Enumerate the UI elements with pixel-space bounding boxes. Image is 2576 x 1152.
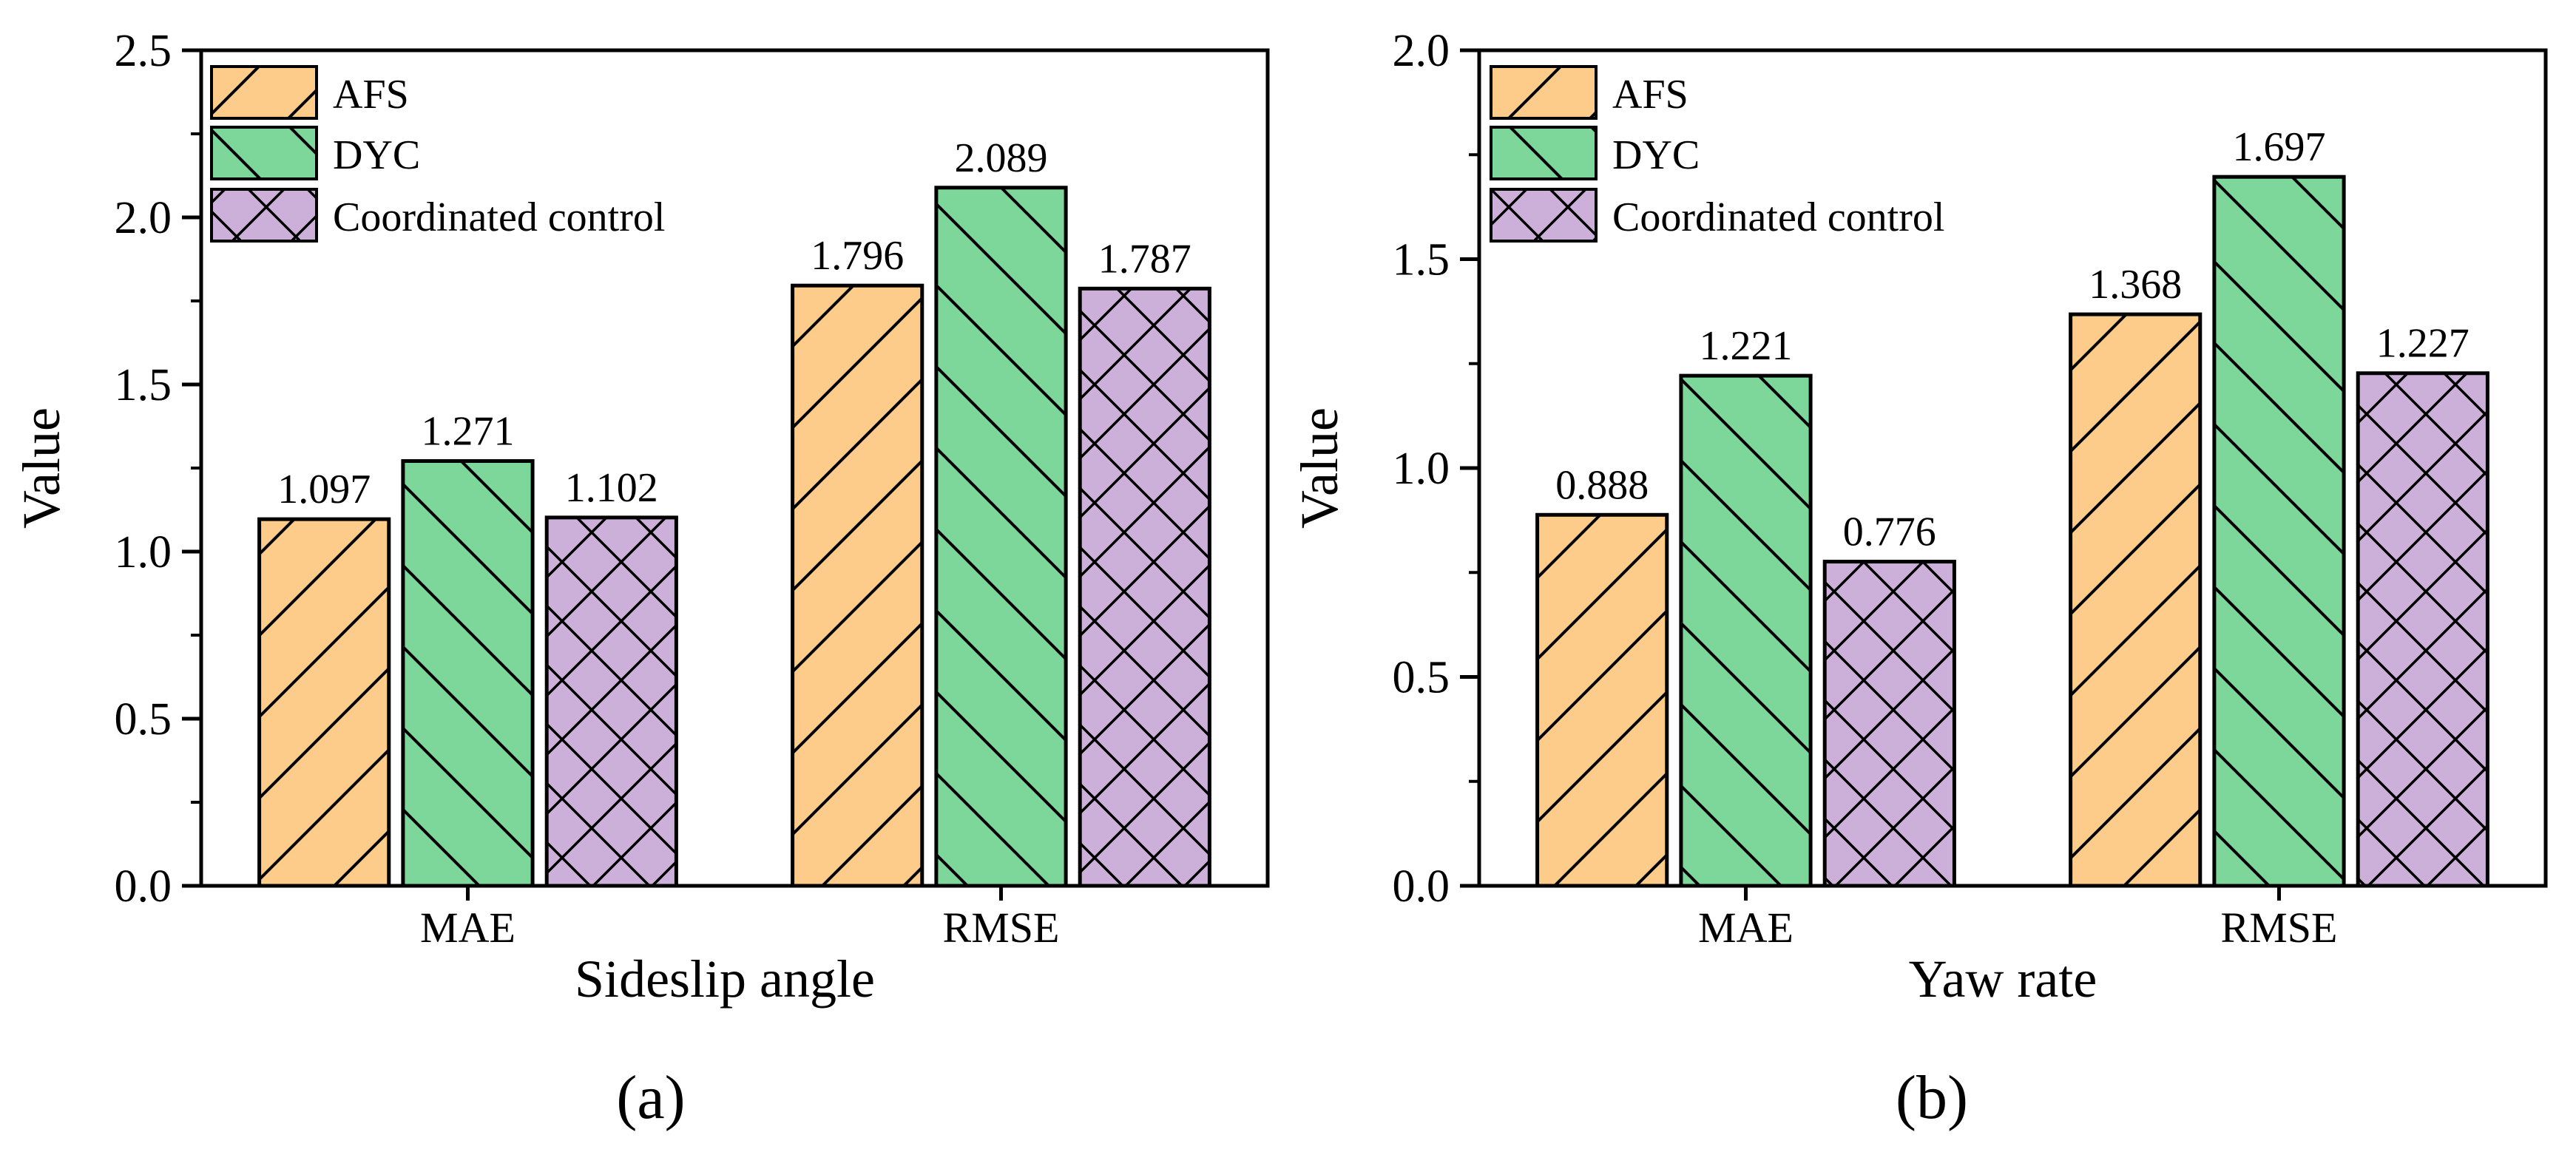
panel-a: 0.0 0.5 1.0 1.5 2.0 2.5 MAE 1.097 1.271 1.102 RMSE… xyxy=(12,26,1270,1132)
y-tick-label: 0.5 xyxy=(1393,653,1450,703)
plot-frame xyxy=(1477,48,2548,888)
data-label: 1.697 xyxy=(2233,124,2326,170)
legend-label-coordinated-control: Coordinated control xyxy=(333,194,665,240)
bar-dyc-rmse xyxy=(934,186,1068,888)
legend-swatch-coordinated-control xyxy=(1490,188,1598,243)
bar-dyc-mae xyxy=(401,459,535,888)
bar-afs-mae xyxy=(1535,512,1669,888)
data-label: 1.796 xyxy=(811,233,904,279)
bar-coordinated-control-rmse xyxy=(2356,371,2489,888)
panel-b: 0.0 0.5 1.0 1.5 2.0 MAE 0.888 1.221 0.776 RMSE 1.3… xyxy=(1290,26,2548,1132)
bar-coordinated-control-rmse xyxy=(1078,286,1211,888)
x-tick-label: RMSE xyxy=(943,904,1060,952)
data-label: 1.787 xyxy=(1098,236,1191,282)
data-label: 1.271 xyxy=(422,409,515,455)
x-axis-title: Sideslip angle xyxy=(575,949,875,1009)
legend-label-dyc: DYC xyxy=(1612,132,1700,178)
bar-dyc-rmse xyxy=(2212,175,2346,888)
y-tick-label: 0.0 xyxy=(1393,861,1450,912)
bar-coordinated-control-mae xyxy=(544,515,678,888)
bar-dyc-mae xyxy=(1679,373,1813,888)
panel-label: (a) xyxy=(616,1063,685,1132)
data-label: 1.097 xyxy=(277,467,371,512)
panel-label: (b) xyxy=(1896,1063,1968,1132)
y-tick-label: 2.0 xyxy=(1393,26,1450,76)
x-tick-label: MAE xyxy=(1698,904,1794,952)
y-tick-label: 0.5 xyxy=(115,694,172,745)
legend: AFS DYC Coordinated control xyxy=(1490,65,1944,243)
legend-swatch-afs xyxy=(210,65,318,120)
legend-swatch-dyc xyxy=(210,126,318,180)
y-tick-label: 0.0 xyxy=(115,861,172,912)
y-tick-label: 1.5 xyxy=(115,360,172,410)
x-tick-label: MAE xyxy=(420,904,515,952)
legend-label-afs: AFS xyxy=(333,72,409,118)
y-axis-title: Value xyxy=(1290,407,1349,529)
data-label: 1.102 xyxy=(565,465,658,511)
legend: AFS DYC Coordinated control xyxy=(210,65,665,243)
bar-coordinated-control-mae xyxy=(1822,560,1956,888)
data-label: 2.089 xyxy=(955,135,1048,181)
legend-swatch-coordinated-control xyxy=(210,188,318,243)
y-axis-title: Value xyxy=(12,407,71,529)
x-axis-title: Yaw rate xyxy=(1909,949,2097,1009)
data-label: 1.221 xyxy=(1700,323,1793,369)
data-label: 0.776 xyxy=(1843,509,1936,555)
y-tick-label: 2.5 xyxy=(115,26,172,76)
legend-label-afs: AFS xyxy=(1612,72,1688,118)
bar-afs-rmse xyxy=(791,283,924,888)
y-tick-label: 2.0 xyxy=(115,193,172,243)
y-tick-label: 1.5 xyxy=(1393,235,1450,285)
x-tick-label: RMSE xyxy=(2221,904,2338,952)
legend-label-coordinated-control: Coordinated control xyxy=(1612,194,1944,240)
legend-swatch-dyc xyxy=(1490,126,1598,180)
legend-swatch-afs xyxy=(1490,65,1598,120)
bar-afs-rmse xyxy=(2069,312,2203,888)
data-label: 0.888 xyxy=(1555,462,1649,508)
data-label: 1.368 xyxy=(2089,262,2182,308)
y-tick-label: 1.0 xyxy=(1393,444,1450,494)
bar-afs-mae xyxy=(257,517,391,888)
plot-frame xyxy=(199,48,1270,888)
legend-label-dyc: DYC xyxy=(333,132,420,178)
y-tick-label: 1.0 xyxy=(115,527,172,577)
data-label: 1.227 xyxy=(2376,321,2469,367)
